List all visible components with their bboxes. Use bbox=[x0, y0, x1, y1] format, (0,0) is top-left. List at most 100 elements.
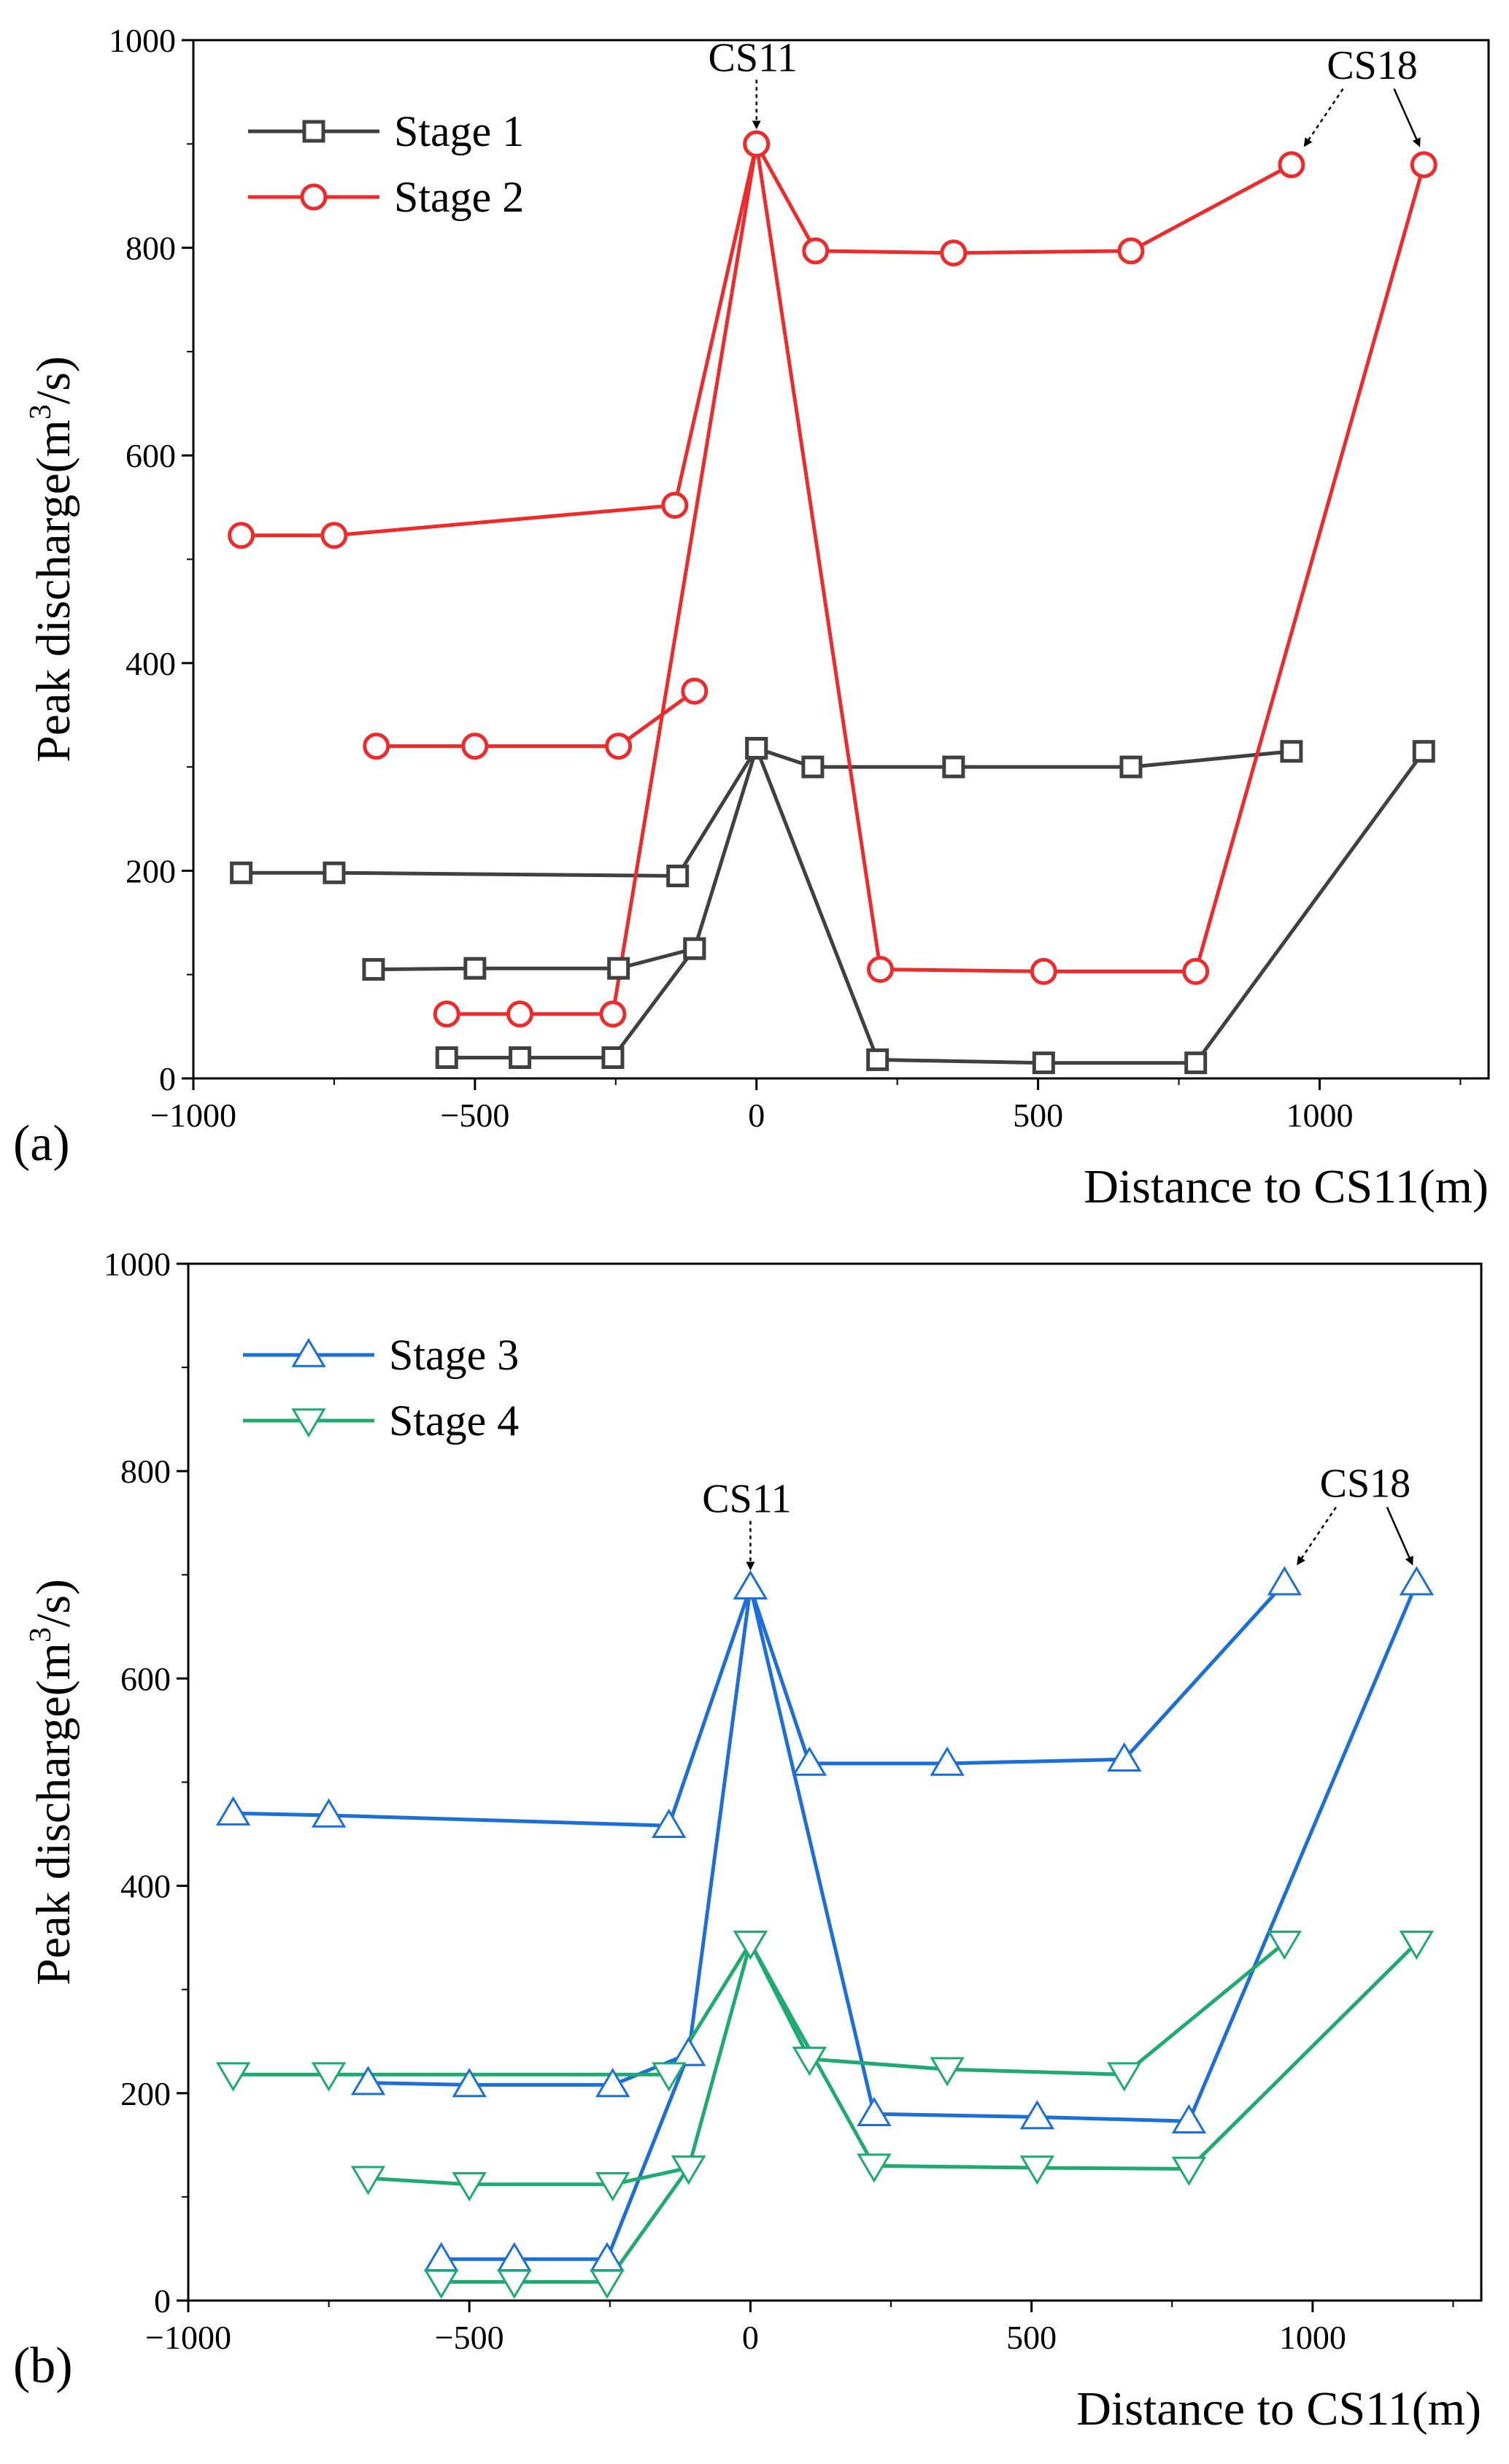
data-point-stage-3 bbox=[311, 1798, 347, 1828]
data-point-stage-1 bbox=[683, 937, 706, 960]
data-point-stage-1 bbox=[942, 755, 965, 779]
y-axis-title: Peak discharge(m3/s) bbox=[24, 1579, 80, 1985]
data-point-stage-4 bbox=[215, 2062, 251, 2092]
x-tick-label: −1000 bbox=[150, 1097, 236, 1134]
data-point-stage-1 bbox=[666, 865, 690, 888]
x-tick-label: 0 bbox=[742, 2319, 759, 2356]
data-point-stage-4 bbox=[590, 2269, 625, 2299]
data-point-stage-4 bbox=[311, 2062, 347, 2092]
y-tick-label: 1000 bbox=[109, 22, 176, 59]
data-point-stage-3 bbox=[733, 1569, 768, 1600]
data-point-stage-4 bbox=[652, 2062, 687, 2092]
data-point-stage-4 bbox=[857, 2153, 892, 2183]
data-point-stage-3 bbox=[671, 2036, 706, 2066]
x-tick-label: 500 bbox=[1006, 2319, 1057, 2356]
plot-frame bbox=[192, 39, 1490, 1080]
x-tick-label: −500 bbox=[435, 2319, 504, 2356]
data-point-stage-4 bbox=[1019, 2155, 1055, 2185]
data-point-stage-2 bbox=[1030, 957, 1057, 985]
x-axis-title: Distance to CS11(m) bbox=[1084, 1160, 1489, 1213]
legend-label: Stage 3 bbox=[389, 1331, 519, 1379]
data-point-stage-1 bbox=[801, 755, 825, 779]
y-tick-label: 200 bbox=[120, 2075, 171, 2112]
y-tick-label: 800 bbox=[126, 230, 176, 267]
data-point-stage-3 bbox=[497, 2241, 532, 2271]
data-point-stage-3 bbox=[652, 1808, 687, 1838]
data-point-stage-2 bbox=[433, 1000, 460, 1028]
data-point-stage-1 bbox=[1032, 1051, 1055, 1075]
data-point-stage-2 bbox=[1182, 957, 1210, 985]
legend-marker bbox=[291, 1337, 326, 1367]
data-point-stage-3 bbox=[1399, 1566, 1435, 1596]
data-point-stage-4 bbox=[930, 2057, 965, 2087]
data-point-stage-1 bbox=[866, 1048, 889, 1071]
data-point-stage-2 bbox=[599, 1000, 627, 1028]
series-line-stage-3 bbox=[233, 1582, 1286, 1828]
y-tick-label: 600 bbox=[126, 437, 176, 474]
chart-panel-a: −1000 −500 0 500 1000 0 200 400 600 800 1000 Distan… bbox=[13, 22, 1490, 1213]
x-tick-label: 1000 bbox=[1279, 2319, 1346, 2356]
data-point-stage-2 bbox=[506, 1000, 534, 1028]
data-point-stage-4 bbox=[792, 2047, 827, 2077]
legend-marker bbox=[302, 120, 325, 143]
data-point-stage-3 bbox=[1107, 1742, 1142, 1772]
data-point-stage-3 bbox=[1171, 2104, 1207, 2133]
x-tick-label: 0 bbox=[748, 1097, 765, 1134]
panel-label: (b) bbox=[13, 2338, 73, 2394]
legend-label: Stage 2 bbox=[394, 173, 524, 221]
data-point-stage-1 bbox=[230, 861, 253, 884]
y-tick-label: 400 bbox=[126, 645, 176, 682]
data-point-stage-3 bbox=[452, 2068, 487, 2098]
annotation-label: CS18 bbox=[1327, 43, 1418, 88]
data-point-stage-2 bbox=[940, 239, 968, 267]
data-point-stage-1 bbox=[1280, 740, 1303, 763]
data-point-stage-1 bbox=[435, 1046, 458, 1070]
series-line-stage-2 bbox=[241, 142, 1293, 538]
chart-panel-b: −1000 −500 0 500 1000 0 200 400 600 800 1000 Distan… bbox=[13, 1245, 1483, 2436]
data-point-stage-3 bbox=[590, 2241, 625, 2271]
legend-marker bbox=[291, 1408, 326, 1438]
legend-label: Stage 1 bbox=[394, 107, 524, 155]
data-point-stage-2 bbox=[661, 492, 689, 520]
data-point-stage-2 bbox=[1117, 237, 1145, 265]
data-point-stage-4 bbox=[1107, 2062, 1142, 2092]
series-line-stage-4 bbox=[441, 2166, 690, 2284]
data-point-stage-4 bbox=[733, 1930, 768, 1961]
x-tick-label: 1000 bbox=[1286, 1097, 1353, 1134]
data-point-stage-2 bbox=[605, 733, 633, 760]
data-point-stage-2 bbox=[681, 677, 709, 705]
data-point-stage-2 bbox=[1278, 151, 1305, 179]
annotation-arrow bbox=[1303, 88, 1344, 147]
data-point-stage-4 bbox=[497, 2269, 532, 2299]
annotation-arrow bbox=[1297, 1506, 1337, 1566]
data-point-stage-1 bbox=[323, 861, 346, 884]
series-line-stage-4 bbox=[233, 1941, 1286, 2077]
series-line-stage-2 bbox=[376, 690, 696, 749]
x-tick-label: −1000 bbox=[145, 2319, 231, 2356]
data-point-stage-4 bbox=[423, 2269, 459, 2299]
series-line-stage-1 bbox=[447, 947, 696, 1059]
annotation-label: CS11 bbox=[709, 35, 798, 80]
data-point-stage-1 bbox=[1119, 755, 1143, 779]
panel-label: (a) bbox=[13, 1116, 70, 1172]
y-tick-label: 200 bbox=[126, 852, 176, 889]
data-point-stage-2 bbox=[228, 522, 255, 549]
y-tick-label: 1000 bbox=[104, 1245, 171, 1283]
data-point-stage-1 bbox=[1412, 740, 1435, 763]
data-point-stage-4 bbox=[1171, 2156, 1207, 2186]
data-point-stage-3 bbox=[792, 1746, 827, 1776]
data-point-stage-3 bbox=[595, 2068, 630, 2098]
x-axis-title: Distance to CS11(m) bbox=[1076, 2382, 1481, 2436]
data-point-stage-4 bbox=[350, 2166, 386, 2195]
annotation-arrow bbox=[1393, 88, 1421, 147]
y-tick-label: 0 bbox=[154, 2282, 171, 2320]
annotation-label: CS11 bbox=[702, 1477, 791, 1522]
plot-frame bbox=[187, 1262, 1483, 2302]
legend-marker bbox=[300, 183, 328, 211]
x-tick-label: 500 bbox=[1013, 1097, 1063, 1134]
data-point-stage-1 bbox=[601, 1046, 625, 1070]
data-point-stage-4 bbox=[595, 2172, 630, 2202]
data-point-stage-1 bbox=[509, 1046, 532, 1070]
data-point-stage-2 bbox=[867, 956, 895, 984]
